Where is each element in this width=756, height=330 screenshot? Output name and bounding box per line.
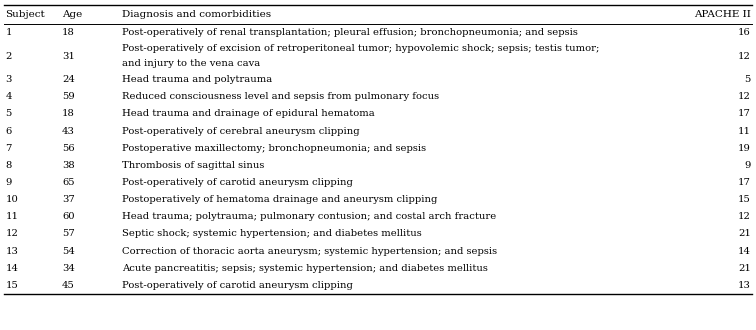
Text: 5: 5 (5, 109, 11, 118)
Text: Reduced consciousness level and sepsis from pulmonary focus: Reduced consciousness level and sepsis f… (122, 92, 439, 101)
Text: Age: Age (62, 10, 82, 19)
Text: 2: 2 (5, 51, 11, 61)
Text: 57: 57 (62, 229, 75, 239)
Text: Post-operatively of excision of retroperitoneal tumor; hypovolemic shock; sepsis: Post-operatively of excision of retroper… (122, 44, 600, 53)
Text: 9: 9 (745, 161, 751, 170)
Text: Post-operatively of carotid aneurysm clipping: Post-operatively of carotid aneurysm cli… (122, 281, 353, 290)
Text: 11: 11 (5, 212, 18, 221)
Text: Diagnosis and comorbidities: Diagnosis and comorbidities (122, 10, 271, 19)
Text: 13: 13 (5, 247, 18, 256)
Text: Post-operatively of renal transplantation; pleural effusion; bronchopneumonia; a: Post-operatively of renal transplantatio… (122, 28, 578, 37)
Text: 21: 21 (738, 229, 751, 239)
Text: Subject: Subject (5, 10, 45, 19)
Text: 34: 34 (62, 264, 75, 273)
Text: 15: 15 (5, 281, 18, 290)
Text: 12: 12 (5, 229, 18, 239)
Text: 24: 24 (62, 75, 75, 84)
Text: Head trauma and polytrauma: Head trauma and polytrauma (122, 75, 273, 84)
Text: 16: 16 (738, 28, 751, 37)
Text: 8: 8 (5, 161, 11, 170)
Text: 1: 1 (5, 28, 12, 37)
Text: Post-operatively of carotid aneurysm clipping: Post-operatively of carotid aneurysm cli… (122, 178, 353, 187)
Text: Head trauma and drainage of epidural hematoma: Head trauma and drainage of epidural hem… (122, 109, 375, 118)
Text: APACHE II: APACHE II (694, 10, 751, 19)
Text: 56: 56 (62, 144, 75, 153)
Text: 15: 15 (738, 195, 751, 204)
Text: 45: 45 (62, 281, 75, 290)
Text: 65: 65 (62, 178, 75, 187)
Text: 3: 3 (5, 75, 11, 84)
Text: 14: 14 (5, 264, 18, 273)
Text: 18: 18 (62, 109, 75, 118)
Text: 38: 38 (62, 161, 75, 170)
Text: Postoperative maxillectomy; bronchopneumonia; and sepsis: Postoperative maxillectomy; bronchopneum… (122, 144, 426, 153)
Text: Thrombosis of sagittal sinus: Thrombosis of sagittal sinus (122, 161, 265, 170)
Text: Acute pancreatitis; sepsis; systemic hypertension; and diabetes mellitus: Acute pancreatitis; sepsis; systemic hyp… (122, 264, 488, 273)
Text: 37: 37 (62, 195, 75, 204)
Text: 31: 31 (62, 51, 75, 61)
Text: 4: 4 (5, 92, 12, 101)
Text: 12: 12 (738, 92, 751, 101)
Text: 10: 10 (5, 195, 18, 204)
Text: Post-operatively of cerebral aneurysm clipping: Post-operatively of cerebral aneurysm cl… (122, 126, 360, 136)
Text: 43: 43 (62, 126, 75, 136)
Text: 60: 60 (62, 212, 75, 221)
Text: 9: 9 (5, 178, 11, 187)
Text: 5: 5 (745, 75, 751, 84)
Text: 13: 13 (738, 281, 751, 290)
Text: 59: 59 (62, 92, 75, 101)
Text: Correction of thoracic aorta aneurysm; systemic hypertension; and sepsis: Correction of thoracic aorta aneurysm; s… (122, 247, 497, 256)
Text: 14: 14 (738, 247, 751, 256)
Text: 12: 12 (738, 51, 751, 61)
Text: and injury to the vena cava: and injury to the vena cava (122, 59, 261, 69)
Text: 17: 17 (738, 178, 751, 187)
Text: 54: 54 (62, 247, 75, 256)
Text: 11: 11 (738, 126, 751, 136)
Text: 18: 18 (62, 28, 75, 37)
Text: 12: 12 (738, 212, 751, 221)
Text: Septic shock; systemic hypertension; and diabetes mellitus: Septic shock; systemic hypertension; and… (122, 229, 422, 239)
Text: 6: 6 (5, 126, 11, 136)
Text: 7: 7 (5, 144, 11, 153)
Text: Head trauma; polytrauma; pulmonary contusion; and costal arch fracture: Head trauma; polytrauma; pulmonary contu… (122, 212, 497, 221)
Text: 17: 17 (738, 109, 751, 118)
Text: 19: 19 (738, 144, 751, 153)
Text: 21: 21 (738, 264, 751, 273)
Text: Postoperatively of hematoma drainage and aneurysm clipping: Postoperatively of hematoma drainage and… (122, 195, 438, 204)
